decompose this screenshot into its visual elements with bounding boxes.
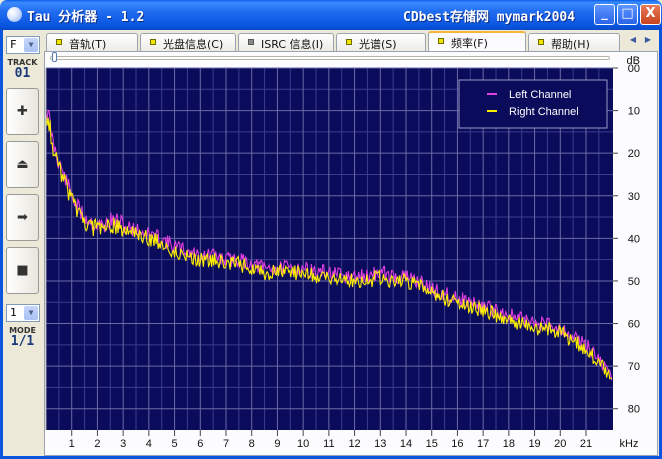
x-tick-label: 17 <box>477 438 489 450</box>
drive-select[interactable]: F ▼ <box>6 36 40 54</box>
series-line-right <box>45 115 613 380</box>
play-button[interactable]: ➡ <box>6 194 39 241</box>
window-frame-right <box>659 30 662 459</box>
track-label: TRACK <box>7 58 38 67</box>
chevron-down-icon[interactable]: ▼ <box>24 38 38 52</box>
app-icon <box>7 7 22 22</box>
flag-icon <box>346 39 352 45</box>
drive-select-value: F <box>10 38 17 51</box>
position-slider-thumb[interactable] <box>52 52 57 62</box>
tab-label: 音轨(T) <box>69 38 107 51</box>
tab-label: 光谱(S) <box>359 38 397 51</box>
x-tick-label: 15 <box>426 438 438 450</box>
x-tick-label: 3 <box>120 438 126 450</box>
window-frame-left <box>0 30 3 459</box>
x-tick-label: 4 <box>146 438 152 450</box>
legend-label: Right Channel <box>509 106 579 118</box>
title-bar[interactable]: Tau 分析器 - 1.2 CDbest存储网 mymark2004 _ □ X <box>0 0 662 30</box>
x-tick-label: 11 <box>323 438 334 450</box>
mode-select-value: 1 <box>10 306 17 319</box>
tab-tracks[interactable]: 音轨(T) <box>46 33 138 51</box>
tab-label: 光盘信息(C) <box>163 38 224 51</box>
tab-frequency[interactable]: 频率(F) <box>428 31 526 52</box>
maximize-button[interactable]: □ <box>617 4 638 25</box>
tab-spectrum[interactable]: 光谱(S) <box>336 33 426 51</box>
x-tick-label: 6 <box>197 438 203 450</box>
tab-isrc-info[interactable]: ISRC 信息(I) <box>238 33 334 51</box>
stop-icon: ■ <box>16 263 29 278</box>
legend-box <box>458 79 608 129</box>
tab-disc-info[interactable]: 光盘信息(C) <box>140 33 236 51</box>
x-tick-label: 13 <box>374 438 386 450</box>
flag-icon <box>150 39 156 45</box>
x-tick-label: 8 <box>249 438 255 450</box>
window-title-site: CDbest存储网 mymark2004 <box>403 10 576 25</box>
track-number: 01 <box>14 66 31 81</box>
mode-select[interactable]: 1 ▼ <box>6 304 40 322</box>
x-tick-label: 9 <box>274 438 280 450</box>
x-tick-label: 1 <box>69 438 75 450</box>
y-tick-label: 10 <box>628 106 640 118</box>
mode-label: MODE <box>9 326 36 335</box>
mode-value: 1/1 <box>10 334 35 349</box>
close-button[interactable]: X <box>640 4 661 25</box>
legend-label: Left Channel <box>509 89 571 101</box>
eject-icon: ⏏ <box>16 157 29 172</box>
x-tick-label: 20 <box>554 438 566 450</box>
flag-icon <box>56 39 62 45</box>
y-tick-label: 50 <box>628 276 640 288</box>
plus-icon: ✚ <box>17 104 28 119</box>
minimize-button[interactable]: _ <box>594 4 615 25</box>
tab-strip: 音轨(T) 光盘信息(C) ISRC 信息(I) 光谱(S) 频率(F) 帮助(… <box>44 31 658 52</box>
y-tick-label: 40 <box>628 233 640 245</box>
x-axis-label: kHz <box>620 438 639 450</box>
tab-label: 帮助(H) <box>551 38 590 51</box>
x-tick-label: 19 <box>528 438 540 450</box>
arrow-right-icon: ➡ <box>17 210 28 225</box>
flag-icon <box>248 39 254 45</box>
flag-icon <box>438 38 444 44</box>
x-tick-label: 10 <box>297 438 309 450</box>
tab-scroll-right-icon[interactable]: ▶ <box>644 35 652 44</box>
tab-label: ISRC 信息(I) <box>261 38 324 51</box>
x-tick-label: 14 <box>400 438 412 450</box>
flag-icon <box>538 39 544 45</box>
y-tick-label: 20 <box>628 148 640 160</box>
y-tick-label: 80 <box>628 404 640 416</box>
window-title: Tau 分析器 - 1.2 <box>27 10 145 25</box>
chevron-down-icon[interactable]: ▼ <box>24 306 38 320</box>
window-frame-bottom <box>0 456 662 459</box>
position-slider-track[interactable] <box>50 56 610 60</box>
y-tick-label: 70 <box>628 361 640 373</box>
x-tick-label: 18 <box>503 438 515 450</box>
x-tick-label: 21 <box>580 438 592 450</box>
y-axis-label: dB <box>627 55 640 67</box>
tab-label: 频率(F) <box>451 37 488 50</box>
x-tick-label: 16 <box>451 438 463 450</box>
x-tick-label: 5 <box>172 438 178 450</box>
y-tick-label: 30 <box>628 191 640 203</box>
x-tick-label: 7 <box>223 438 229 450</box>
tab-help[interactable]: 帮助(H) <box>528 33 620 51</box>
stop-button[interactable]: ■ <box>6 247 39 294</box>
y-tick-label: 00 <box>628 63 640 75</box>
y-tick-label: 60 <box>628 319 640 331</box>
eject-button[interactable]: ⏏ <box>6 141 39 188</box>
x-tick-label: 12 <box>348 438 360 450</box>
x-tick-label: 2 <box>94 438 100 450</box>
add-button[interactable]: ✚ <box>6 88 39 135</box>
left-control-panel: F ▼ TRACK 01 ✚ ⏏ ➡ ■ 1 ▼ MODE 1/1 <box>4 32 41 456</box>
tab-scroll-left-icon[interactable]: ◀ <box>629 35 637 44</box>
